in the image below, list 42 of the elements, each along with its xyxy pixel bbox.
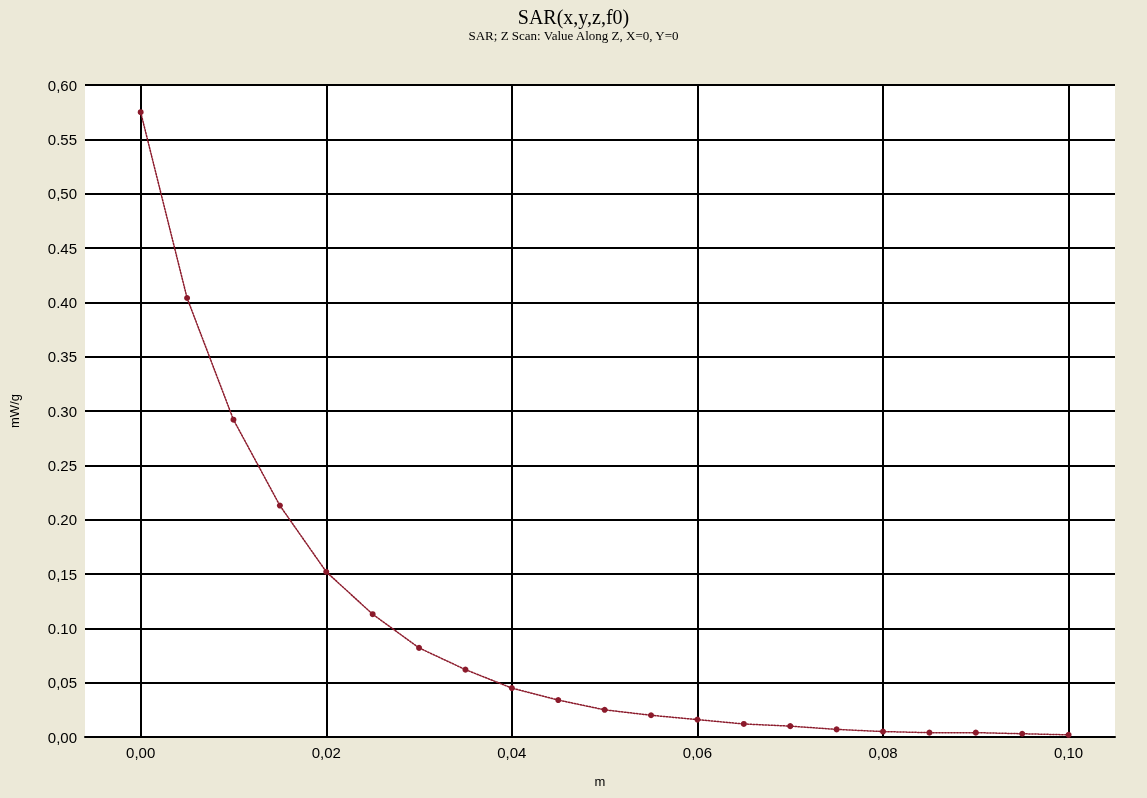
- x-tick-label: 0,00: [126, 744, 156, 761]
- y-tick-label: 0,50: [47, 185, 77, 203]
- x-axis-title: m: [594, 774, 606, 789]
- y-tick-label: 0.35: [47, 348, 77, 366]
- point: [648, 712, 655, 719]
- y-tick-label: 0.55: [47, 130, 77, 148]
- x-tick-label: 0,10: [1054, 744, 1084, 761]
- point: [508, 685, 515, 692]
- y-tick-label: 0,15: [47, 565, 77, 583]
- y-tick-label: 0,05: [47, 674, 77, 692]
- point: [1019, 730, 1026, 737]
- chart-title: SAR(x,y,z,f0): [517, 6, 630, 29]
- y-tick-label: 0,00: [47, 728, 77, 746]
- y-axis-title: mW/g: [7, 394, 22, 428]
- x-tick-label: 0,08: [868, 744, 898, 761]
- y-tick-label: 0.10: [47, 619, 77, 637]
- y-tick-label: 0.20: [47, 511, 77, 529]
- point: [137, 109, 144, 116]
- point: [369, 611, 376, 618]
- point: [833, 726, 840, 733]
- point: [972, 729, 979, 736]
- point: [926, 729, 933, 736]
- point: [416, 644, 423, 651]
- y-tick-label: 0.25: [47, 456, 77, 474]
- point: [276, 502, 283, 509]
- point: [601, 706, 608, 713]
- point: [323, 568, 330, 575]
- x-tick-label: 0,02: [311, 744, 341, 761]
- point: [555, 697, 562, 704]
- point: [462, 666, 469, 673]
- chart-subtitle: SAR; Z Scan: Value Along Z, X=0, Y=0: [468, 28, 679, 43]
- y-tick-label: 0.40: [47, 293, 77, 311]
- x-tick-label: 0,04: [497, 744, 527, 761]
- point: [787, 723, 794, 730]
- point: [184, 294, 191, 301]
- point: [740, 720, 747, 727]
- point: [694, 716, 701, 723]
- x-tick-label: 0,06: [682, 744, 713, 761]
- point: [230, 416, 237, 423]
- y-tick-label: 0.45: [47, 239, 77, 257]
- y-tick-label: 0.30: [47, 402, 77, 420]
- y-tick-label: 0,60: [47, 76, 77, 94]
